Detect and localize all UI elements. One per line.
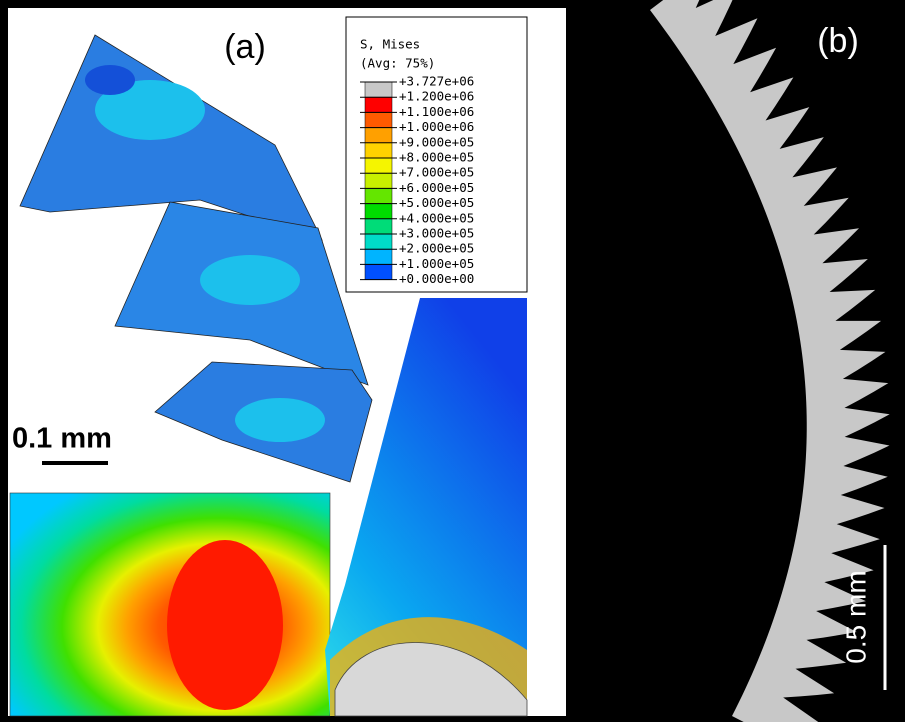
legend-swatch xyxy=(365,234,392,249)
legend-entry: +0.000e+00 xyxy=(399,271,474,286)
legend-entry: +1.100e+06 xyxy=(399,104,474,119)
legend-swatch xyxy=(365,128,392,143)
legend-entry: +3.000e+05 xyxy=(399,226,474,241)
hot-zone xyxy=(167,540,283,710)
legend-entry: +1.000e+05 xyxy=(399,256,474,271)
legend-swatch xyxy=(365,249,392,264)
legend-entry: +1.000e+06 xyxy=(399,119,474,134)
legend-swatch xyxy=(365,97,392,112)
chip-patch xyxy=(235,398,325,442)
legend-swatch xyxy=(365,188,392,203)
chip-patch xyxy=(85,65,135,95)
legend-entry: +4.000e+05 xyxy=(399,210,474,225)
legend-swatch xyxy=(365,112,392,127)
legend-entry: +2.000e+05 xyxy=(399,241,474,256)
scale-bar-label: 0.5 mm xyxy=(840,570,871,663)
legend: +3.727e+06+1.200e+06+1.100e+06+1.000e+06… xyxy=(360,74,474,287)
legend-swatch xyxy=(365,82,392,97)
panel-label: (a) xyxy=(224,28,266,66)
panel-label: (b) xyxy=(817,22,859,60)
legend-entry: +9.000e+05 xyxy=(399,134,474,149)
legend-swatch xyxy=(365,264,392,279)
legend-subtitle: (Avg: 75%) xyxy=(360,56,435,71)
legend-entry: +5.000e+05 xyxy=(399,195,474,210)
legend-swatch xyxy=(365,173,392,188)
legend-swatch xyxy=(365,143,392,158)
legend-swatch xyxy=(365,204,392,219)
scale-bar-label: 0.1 mm xyxy=(12,423,112,455)
chip-patch xyxy=(200,255,300,305)
legend-entry: +6.000e+05 xyxy=(399,180,474,195)
legend-entry: +8.000e+05 xyxy=(399,150,474,165)
legend-entry: +7.000e+05 xyxy=(399,165,474,180)
legend-title: S, Mises xyxy=(360,37,420,52)
legend-entry: +1.200e+06 xyxy=(399,89,474,104)
legend-swatch xyxy=(365,219,392,234)
legend-swatch xyxy=(365,158,392,173)
legend-entry: +3.727e+06 xyxy=(399,74,474,89)
figure: (a) S, Mises (Avg: 75%) +3.727e+06+1.200… xyxy=(0,0,905,722)
